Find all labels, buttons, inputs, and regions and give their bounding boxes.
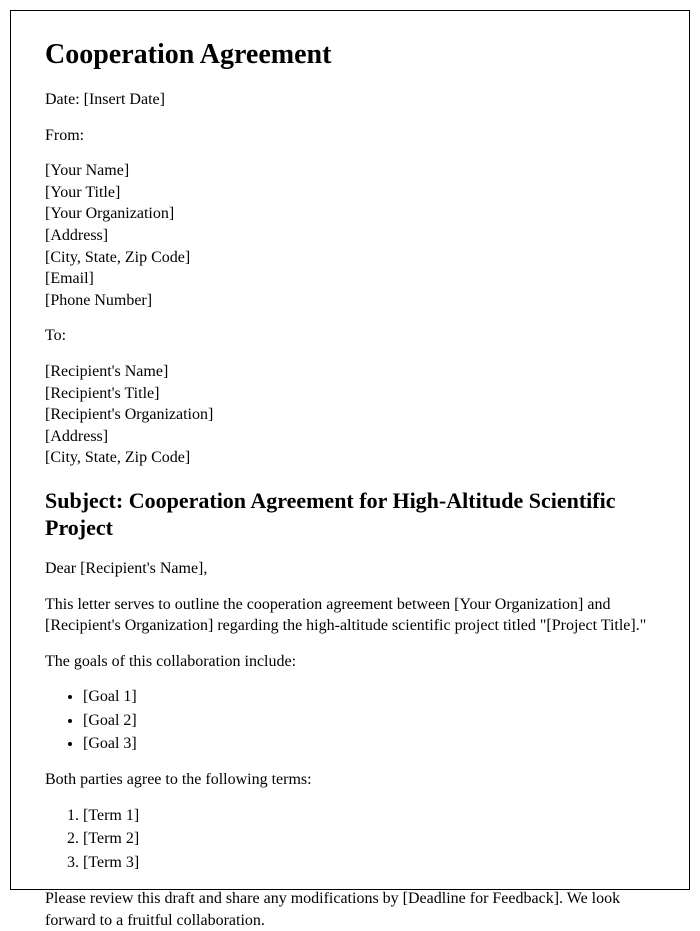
to-line: [Recipient's Name] — [45, 361, 655, 383]
list-item: [Goal 2] — [83, 710, 655, 732]
subject-heading: Subject: Cooperation Agreement for High-… — [45, 487, 655, 542]
from-line: [Address] — [45, 225, 655, 247]
from-line: [Your Title] — [45, 182, 655, 204]
from-line: [Email] — [45, 268, 655, 290]
from-line: [Your Name] — [45, 160, 655, 182]
list-item: [Goal 1] — [83, 686, 655, 708]
to-line: [City, State, Zip Code] — [45, 447, 655, 469]
goals-intro: The goals of this collaboration include: — [45, 651, 655, 673]
date-line: Date: [Insert Date] — [45, 89, 655, 111]
document-page: Cooperation Agreement Date: [Insert Date… — [10, 10, 690, 890]
goals-list: [Goal 1] [Goal 2] [Goal 3] — [83, 686, 655, 755]
list-item: [Goal 3] — [83, 733, 655, 755]
list-item: [Term 2] — [83, 828, 655, 850]
to-line: [Recipient's Organization] — [45, 404, 655, 426]
document-title: Cooperation Agreement — [45, 39, 655, 71]
from-label: From: — [45, 125, 655, 147]
closing-paragraph: Please review this draft and share any m… — [45, 888, 655, 931]
from-line: [Your Organization] — [45, 203, 655, 225]
intro-paragraph: This letter serves to outline the cooper… — [45, 594, 655, 637]
list-item: [Term 3] — [83, 852, 655, 874]
to-line: [Address] — [45, 426, 655, 448]
from-line: [Phone Number] — [45, 290, 655, 312]
to-block: [Recipient's Name] [Recipient's Title] [… — [45, 361, 655, 469]
from-block: [Your Name] [Your Title] [Your Organizat… — [45, 160, 655, 311]
list-item: [Term 1] — [83, 805, 655, 827]
to-label: To: — [45, 325, 655, 347]
terms-list: [Term 1] [Term 2] [Term 3] — [83, 805, 655, 874]
to-line: [Recipient's Title] — [45, 383, 655, 405]
salutation: Dear [Recipient's Name], — [45, 558, 655, 580]
from-line: [City, State, Zip Code] — [45, 247, 655, 269]
terms-intro: Both parties agree to the following term… — [45, 769, 655, 791]
